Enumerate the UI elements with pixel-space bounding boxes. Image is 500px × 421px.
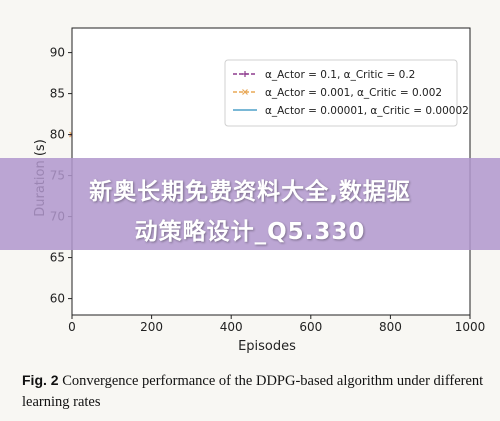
x-tick-label: 800 xyxy=(379,320,402,334)
figure-label: Fig. 2 xyxy=(22,372,59,388)
y-tick-label: 90 xyxy=(50,46,65,60)
x-tick-label: 400 xyxy=(220,320,243,334)
data-point xyxy=(242,89,248,95)
data-point xyxy=(242,71,248,77)
legend-label: α_Actor = 0.001, α_Critic = 0.002 xyxy=(265,87,442,99)
y-tick-label: 60 xyxy=(50,292,65,306)
x-axis-label: Episodes xyxy=(238,339,296,354)
legend: α_Actor = 0.1, α_Critic = 0.2 α_Actor = 0… xyxy=(224,59,469,127)
legend-box xyxy=(224,59,458,127)
watermark-line-2: 动策略设计_Q5.330 xyxy=(134,219,366,245)
figure-caption: Fig. 2 Convergence performance of the DD… xyxy=(22,370,492,413)
legend-label: α_Actor = 0.00001, α_Critic = 0.00002 xyxy=(265,105,469,117)
y-tick-label: 80 xyxy=(50,128,65,142)
legend-label: α_Actor = 0.1, α_Critic = 0.2 xyxy=(265,69,415,81)
y-tick-label: 65 xyxy=(50,251,65,265)
y-tick-label: 85 xyxy=(50,87,65,101)
x-tick-label: 200 xyxy=(140,320,163,334)
watermark-line-1: 新奥长期免费资料大全,数据驱 xyxy=(89,179,411,205)
x-tick-label: 600 xyxy=(299,320,322,334)
x-tick-label: 0 xyxy=(68,320,76,334)
x-tick-label: 1000 xyxy=(455,320,486,334)
figure-caption-text: Convergence performance of the DDPG-base… xyxy=(22,373,484,410)
watermark-banner xyxy=(0,158,500,250)
